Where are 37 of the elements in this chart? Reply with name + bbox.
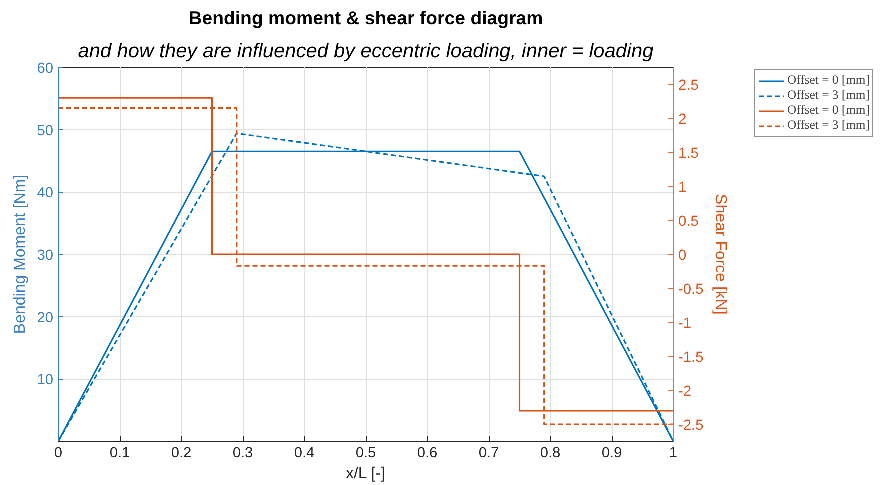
y2-tick-label: 2 (678, 112, 687, 128)
chart-title: Bending moment & shear force diagram (188, 8, 544, 28)
x-tick-label: 1 (669, 446, 678, 462)
y2-tick-label: 1.5 (678, 146, 699, 162)
x-axis-title: x/L [-] (346, 466, 386, 482)
x-tick-label: 0.6 (417, 446, 438, 462)
x-tick-label: 0.4 (294, 446, 315, 462)
y-tick-label: 40 (37, 186, 54, 202)
y2-tick-label: 1 (678, 180, 687, 196)
y2-tick-label: -1 (678, 316, 692, 332)
x-tick-label: 0.1 (110, 446, 130, 462)
legend-label: Offset = 3 [mm] (788, 118, 870, 133)
y2-axis-title: Shear Force [kN] (712, 194, 729, 315)
y-tick-label: 10 (37, 372, 54, 389)
y2-tick-label: -0.5 (678, 282, 704, 298)
x-tick-label: 0.3 (232, 446, 254, 462)
y2-tick-label: 0 (678, 248, 687, 264)
y2-tick-label: -2.5 (678, 418, 704, 434)
y2-tick-label: -1.5 (678, 350, 704, 366)
x-tick-label: 0.8 (540, 446, 561, 462)
chart-subtitle: and how they are influenced by eccentric loading, inner = loading (78, 40, 654, 62)
legend-label: Offset = 0 [mm] (788, 73, 870, 88)
y2-tick-label: -2 (678, 384, 692, 400)
x-tick-label: 0.9 (602, 446, 622, 462)
x-tick-label: 0.7 (478, 446, 500, 462)
y-axis-title: Bending Moment [Nm] (12, 174, 30, 334)
y2-tick-label: 0.5 (678, 214, 699, 230)
y-tick-label: 30 (37, 248, 54, 264)
legend-label: Offset = 3 [mm] (788, 88, 870, 103)
x-tick-label: 0.5 (356, 446, 376, 462)
y-tick-label: 60 (37, 61, 54, 77)
x-tick-label: 0.2 (171, 446, 192, 462)
x-tick-label: 0 (54, 446, 63, 462)
y2-tick-label: 2.5 (678, 78, 699, 94)
y-tick-label: 50 (37, 123, 54, 140)
y-tick-label: 20 (37, 310, 54, 326)
legend-label: Offset = 0 [mm] (788, 103, 870, 118)
